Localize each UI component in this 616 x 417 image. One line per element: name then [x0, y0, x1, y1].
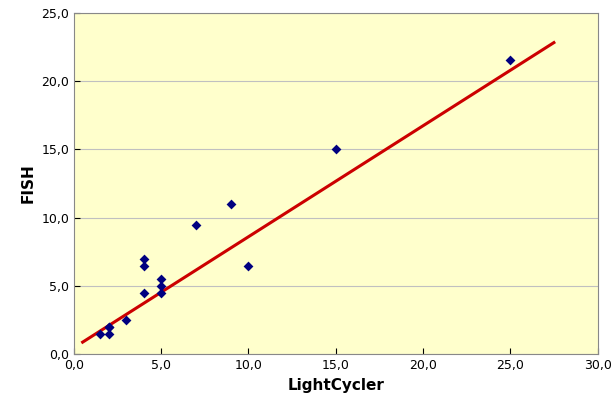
Point [139, 289, 148, 296]
Point [104, 324, 114, 330]
Point [104, 324, 114, 330]
Point [95, 331, 105, 337]
Point [139, 262, 148, 269]
Point [243, 262, 253, 269]
Point [104, 331, 114, 337]
Point [121, 317, 131, 324]
Point [331, 146, 341, 153]
Point [139, 255, 148, 262]
Point [156, 276, 166, 283]
Point [191, 221, 201, 228]
Point [156, 283, 166, 289]
Point [226, 201, 236, 207]
X-axis label: LightCycler: LightCycler [287, 378, 384, 393]
Point [156, 289, 166, 296]
Point [505, 57, 515, 64]
Y-axis label: FISH: FISH [20, 163, 36, 203]
